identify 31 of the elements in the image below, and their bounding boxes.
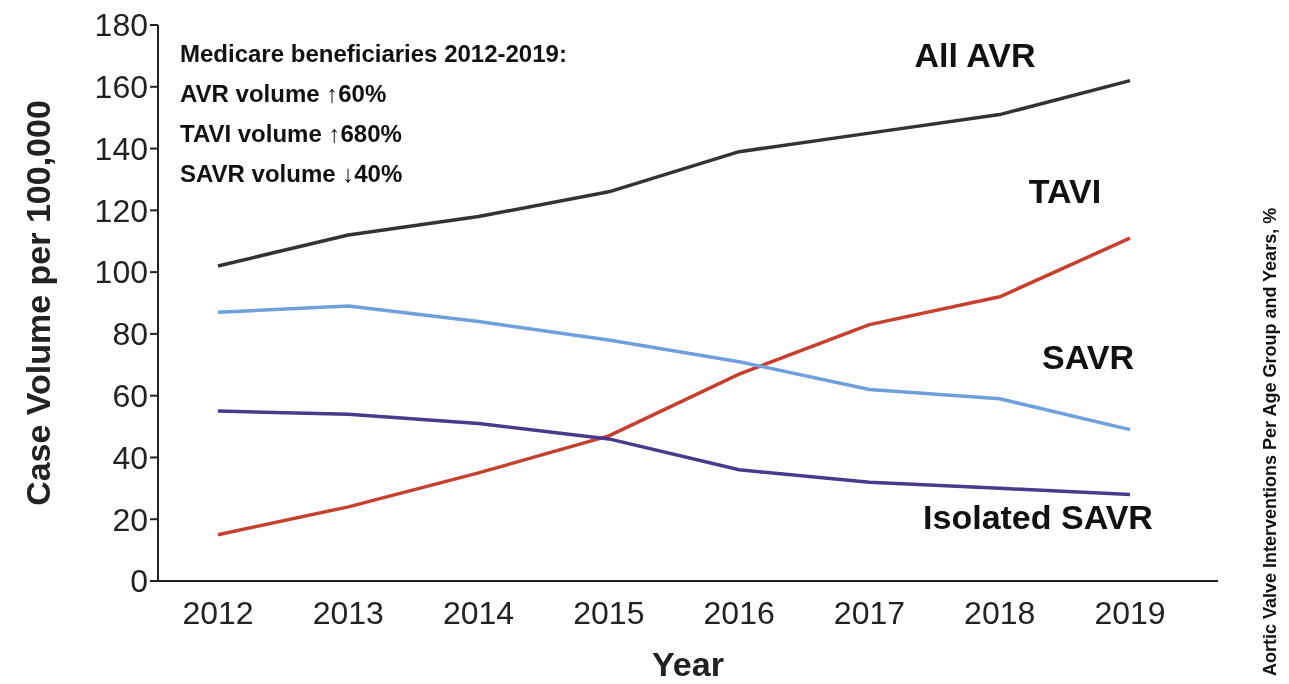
y-tick-label: 180 [94,7,148,44]
series-label: All AVR [914,35,1036,74]
x-tick-label: 2018 [964,594,1036,631]
y-tick-label: 40 [112,439,148,476]
x-axis-title: Year [652,645,724,683]
y2-axis-title: Aortic Valve Interventions Per Age Group and Years, % [1260,207,1281,676]
y-tick-label: 100 [94,254,148,291]
y-tick-label: 80 [112,316,148,353]
y-tick-label: 20 [112,501,148,538]
y-axis-title: Case Volume per 100,000 [19,100,58,506]
x-tick-label: 2014 [442,594,515,631]
series-label: TAVI [1028,172,1102,211]
y-tick-label: 140 [94,130,148,167]
line-series [216,304,1132,432]
series-label: SAVR [1042,337,1134,376]
line-series [216,409,1132,497]
annotation: TAVI volume ↑680% [180,119,403,149]
x-tick-label: 2012 [182,594,254,631]
annotation: AVR volume ↑60% [180,79,388,109]
x-tick-label: 2019 [1094,594,1166,631]
x-tick-label: 2017 [833,594,906,631]
y-tick-label: 60 [112,378,148,415]
y-tick-label: 120 [94,192,148,229]
x-tick-label: 2013 [312,594,384,631]
series-label: Isolated SAVR [923,498,1153,537]
x-tick-label: 2015 [573,594,645,631]
x-tick-label: 2016 [703,594,775,631]
annotation: Medicare beneficiaries 2012-2019: [180,39,567,69]
y-tick-label: 0 [130,563,148,600]
annotation: SAVR volume ↓40% [180,159,404,189]
y-tick-label: 160 [94,69,148,106]
